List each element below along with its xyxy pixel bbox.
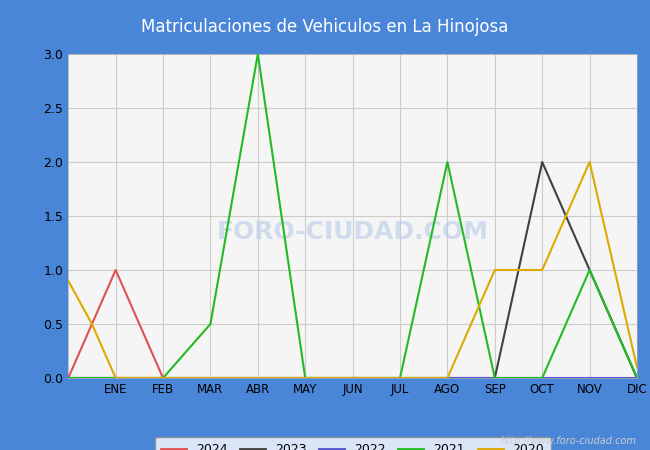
Text: http://www.foro-ciudad.com: http://www.foro-ciudad.com bbox=[501, 436, 637, 446]
Text: FORO-CIUDAD.COM: FORO-CIUDAD.COM bbox=[216, 220, 489, 244]
Legend: 2024, 2023, 2022, 2021, 2020: 2024, 2023, 2022, 2021, 2020 bbox=[155, 437, 551, 450]
Text: Matriculaciones de Vehiculos en La Hinojosa: Matriculaciones de Vehiculos en La Hinoj… bbox=[141, 18, 509, 36]
